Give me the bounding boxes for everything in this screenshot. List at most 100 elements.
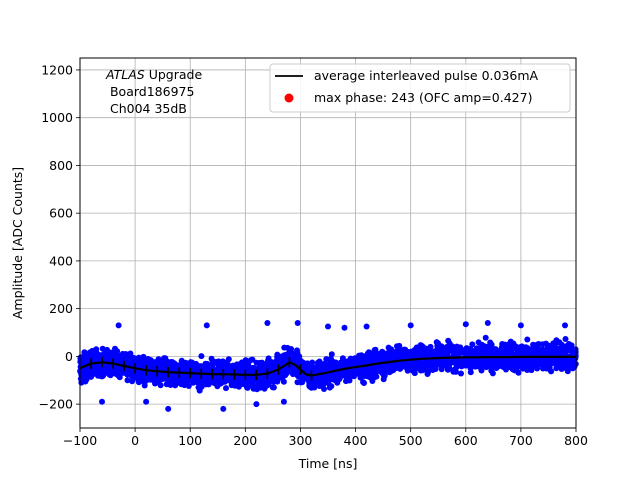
scatter-point — [521, 356, 528, 363]
scatter-point — [228, 382, 235, 389]
scatter-point — [270, 384, 277, 391]
scatter-point — [534, 359, 541, 366]
x-tick-label: 100 — [178, 433, 202, 448]
scatter-point — [201, 378, 208, 385]
y-axis-ticks: −200 0 200 400 600 800 1000 1200 — [39, 62, 80, 412]
scatter-outlier — [517, 322, 524, 329]
scatter-point — [128, 369, 135, 376]
scatter-outlier — [407, 322, 414, 329]
scatter-point — [488, 365, 495, 371]
scatter-point — [215, 358, 222, 365]
scatter-point — [130, 354, 137, 361]
scatter-point — [539, 341, 546, 348]
scatter-point — [299, 379, 306, 386]
scatter-point — [453, 348, 459, 355]
scatter-point — [321, 360, 328, 367]
scatter-point — [149, 362, 156, 369]
scatter-point — [503, 365, 509, 372]
scatter-point — [515, 349, 522, 356]
scatter-point — [481, 343, 488, 350]
scatter-point — [136, 377, 142, 384]
scatter-point — [396, 342, 403, 349]
scatter-point — [250, 376, 257, 383]
scatter-point — [93, 346, 100, 353]
series-lines — [79, 355, 576, 381]
scatter-outlier — [264, 320, 271, 326]
annotation-board: Board186975 — [106, 84, 194, 99]
scatter-point — [152, 378, 159, 385]
scatter-point — [512, 343, 519, 350]
y-axis-label: Amplitude [ADC Counts] — [10, 167, 25, 319]
y-tick-label: 1200 — [41, 62, 73, 77]
scatter-point — [437, 360, 444, 367]
scatter-point — [140, 353, 147, 360]
scatter-point — [524, 345, 531, 352]
y-tick-label: 600 — [49, 206, 73, 221]
scatter-point — [439, 345, 446, 352]
scatter-point — [250, 367, 257, 374]
scatter-point — [254, 386, 260, 393]
x-tick-label: 500 — [399, 433, 423, 448]
scatter-point — [372, 354, 379, 361]
scatter-point — [546, 342, 553, 349]
scatter-point — [340, 357, 347, 364]
scatter-outlier — [294, 320, 301, 326]
scatter-point — [488, 360, 495, 367]
scatter-point — [271, 378, 278, 385]
scatter-point — [529, 345, 536, 352]
scatter-point — [416, 345, 423, 352]
scatter-point — [267, 378, 274, 385]
scatter-point — [198, 353, 205, 360]
scatter-point — [541, 363, 548, 370]
scatter-point — [313, 382, 320, 388]
scatter-point — [308, 380, 315, 387]
scatter-point — [411, 370, 418, 377]
scatter-point — [558, 343, 565, 350]
scatter-point — [425, 359, 432, 366]
legend-label-max-phase: max phase: 243 (OFC amp=0.427) — [314, 90, 532, 105]
scatter-point — [443, 358, 450, 365]
scatter-point — [209, 358, 216, 365]
scatter-point — [185, 377, 192, 384]
scatter-point — [492, 346, 499, 353]
scatter-point — [434, 342, 441, 349]
scatter-point — [453, 343, 460, 350]
scatter-point — [103, 368, 110, 375]
scatter-outlier — [462, 321, 469, 328]
scatter-point — [157, 382, 164, 389]
scatter-point — [361, 359, 367, 366]
scatter-point — [479, 358, 486, 365]
scatter-point — [162, 355, 169, 362]
scatter-point — [225, 356, 232, 363]
legend-dot-swatch — [284, 93, 294, 103]
scatter-point — [409, 351, 416, 358]
scatter-point — [196, 363, 203, 370]
scatter-point — [259, 359, 265, 366]
scatter-outlier — [325, 323, 331, 330]
scatter-point — [198, 383, 205, 390]
scatter-point — [422, 350, 429, 357]
scatter-point — [260, 374, 267, 381]
scatter-outlier — [99, 398, 105, 405]
x-axis-ticks: −100 0 100 200 300 400 500 600 700 800 — [63, 428, 588, 448]
scatter-point — [225, 374, 232, 381]
scatter-point — [507, 350, 514, 357]
scatter-point — [116, 370, 122, 377]
scatter-outlier — [253, 401, 260, 408]
annotation: ATLAS Upgrade Board186975 Ch004 35dB — [105, 67, 202, 116]
scatter-point — [561, 349, 568, 356]
scatter-point — [386, 369, 393, 376]
scatter-point — [87, 357, 93, 364]
svg-text:ATLAS Upgrade: ATLAS Upgrade — [105, 67, 202, 82]
scatter-point — [279, 372, 286, 379]
plot-frame — [79, 57, 577, 429]
scatter-point — [565, 366, 572, 373]
scatter-point — [281, 344, 288, 351]
scatter-outlier — [220, 405, 227, 412]
scatter-point — [320, 381, 327, 388]
scatter-point — [351, 355, 358, 362]
scatter-point — [357, 374, 364, 381]
scatter-point — [172, 365, 179, 372]
scatter-point — [483, 349, 490, 356]
scatter-point — [242, 358, 249, 365]
